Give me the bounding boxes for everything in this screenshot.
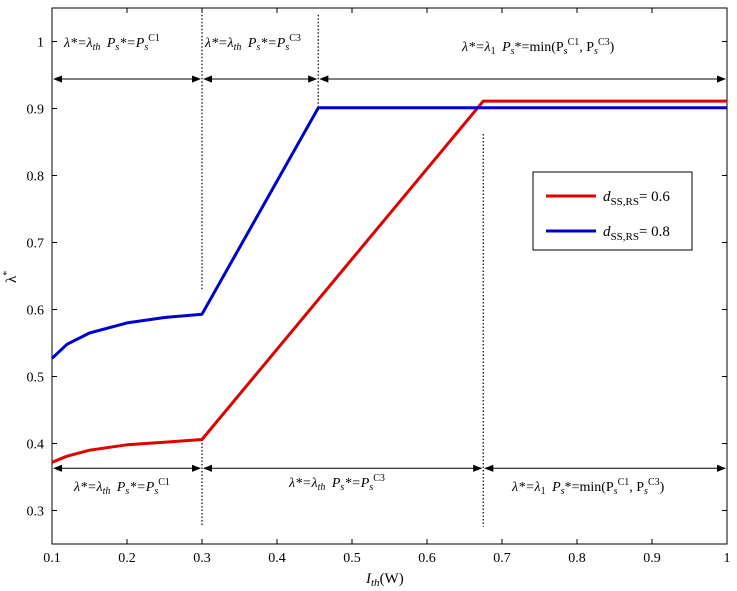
legend-label-2: dSS,RS= 0.8 bbox=[603, 224, 670, 243]
x-tick-label: 0.8 bbox=[568, 551, 586, 566]
annotation-bottom-3: λ*=λ1 Ps*=min(PsC1, PsC3) bbox=[511, 477, 665, 497]
series-line-red bbox=[51, 99, 727, 464]
y-tick-label: 0.4 bbox=[27, 438, 45, 453]
legend: dSS,RS= 0.6 dSS,RS= 0.8 bbox=[532, 171, 693, 251]
x-axis-label: Ith(W) bbox=[365, 571, 404, 589]
y-tick-label: 0.7 bbox=[27, 237, 45, 252]
series-line-blue bbox=[50, 106, 727, 360]
y-tick-label: 0.9 bbox=[27, 103, 45, 118]
legend-label-1: dSS,RS= 0.6 bbox=[603, 189, 670, 208]
x-tick-label: 0.3 bbox=[193, 551, 211, 566]
y-tick-label: 0.6 bbox=[27, 304, 45, 319]
guide-lines bbox=[53, 14, 726, 527]
x-tick-label: 0.6 bbox=[418, 551, 436, 566]
legend-box bbox=[532, 171, 693, 251]
annotation-bottom-1: λ*=λth Ps*=PsC1 bbox=[73, 477, 170, 497]
annotation-top-1: λ*=λth Ps*=PsC1 bbox=[63, 33, 160, 53]
x-tick-label: 1 bbox=[724, 551, 731, 566]
series-lines bbox=[50, 99, 727, 464]
x-tick-label: 0.9 bbox=[643, 551, 661, 566]
annotation-top-2: λ*=λth Ps*=PsC3 bbox=[204, 33, 301, 53]
annotation-top-3: λ*=λ1 Ps*=min(PsC1, PsC3) bbox=[461, 37, 615, 57]
plot-area bbox=[51, 7, 728, 545]
annotation-bottom-2: λ*=λth Ps*=PsC3 bbox=[288, 473, 385, 493]
y-tick-label: 0.8 bbox=[27, 170, 45, 185]
y-tick-label: 1 bbox=[37, 36, 44, 51]
x-tick-label: 0.7 bbox=[493, 551, 511, 566]
y-tick-label: 0.5 bbox=[27, 371, 45, 386]
x-tick-label: 0.5 bbox=[343, 551, 361, 566]
x-tick-label: 0.4 bbox=[268, 551, 286, 566]
y-tick-label: 0.3 bbox=[27, 505, 45, 520]
x-tick-label: 0.2 bbox=[118, 551, 136, 566]
y-axis-label: λ* bbox=[2, 271, 20, 283]
axis-ticks: 0.1 0.2 0.3 0.4 0.5 0.6 0.7 0.8 0.9 1 0.3 0.4 0.5 0.6… bbox=[27, 8, 731, 566]
x-tick-label: 0.1 bbox=[43, 551, 61, 566]
